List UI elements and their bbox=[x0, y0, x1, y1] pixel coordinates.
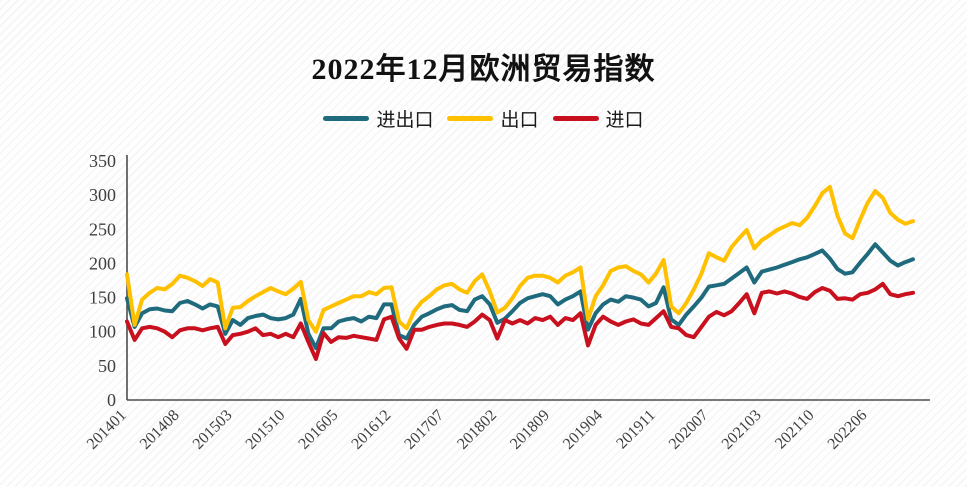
x-axis-tick-label: 201904 bbox=[560, 407, 606, 453]
legend-item-export: 出口 bbox=[447, 105, 539, 132]
x-axis-tick-label: 201802 bbox=[454, 407, 500, 453]
y-axis-tick-label: 350 bbox=[89, 151, 116, 171]
x-axis-tick-label: 202007 bbox=[666, 407, 712, 453]
legend-line-import-icon bbox=[552, 116, 599, 121]
y-axis-tick-label: 300 bbox=[89, 185, 116, 205]
legend-label-import: 进口 bbox=[605, 110, 644, 131]
x-axis-tick-label: 201911 bbox=[613, 407, 659, 453]
legend-line-export-icon bbox=[447, 116, 494, 121]
series-line-进出口 bbox=[125, 242, 915, 351]
y-axis-tick-label: 250 bbox=[89, 219, 116, 239]
x-axis-tick-label: 201510 bbox=[243, 407, 289, 453]
legend-label-import-export: 进出口 bbox=[376, 110, 434, 131]
series-line-出口 bbox=[125, 184, 915, 334]
x-axis-tick-label: 201401 bbox=[84, 407, 130, 453]
y-axis-tick-label: 100 bbox=[89, 322, 116, 342]
x-axis-tick-label: 202103 bbox=[719, 407, 765, 453]
y-axis-tick-label: 200 bbox=[89, 253, 116, 273]
x-axis-tick-label: 201503 bbox=[190, 407, 236, 453]
y-axis-tick-label: 150 bbox=[89, 288, 116, 308]
x-axis-tick-label: 201612 bbox=[348, 407, 394, 453]
legend: 进出口 出口 进口 bbox=[0, 105, 967, 132]
y-axis-tick-label: 0 bbox=[107, 390, 116, 410]
x-axis-tick-label: 201408 bbox=[137, 407, 183, 453]
legend-item-import-export: 进出口 bbox=[323, 105, 433, 132]
y-axis-tick-label: 50 bbox=[98, 356, 116, 376]
x-axis-tick-label: 202110 bbox=[772, 407, 818, 453]
legend-line-import-export-icon bbox=[323, 116, 370, 121]
x-axis-tick-label: 201809 bbox=[507, 407, 553, 453]
x-axis-tick-label: 201605 bbox=[295, 407, 341, 453]
legend-item-import: 进口 bbox=[552, 105, 644, 132]
series-line-进口 bbox=[125, 281, 915, 361]
x-axis-tick-label: 201707 bbox=[401, 407, 447, 453]
x-axis-tick-label: 202206 bbox=[825, 407, 871, 453]
legend-label-export: 出口 bbox=[500, 110, 539, 131]
chart-title: 2022年12月欧洲贸易指数 bbox=[311, 53, 656, 86]
